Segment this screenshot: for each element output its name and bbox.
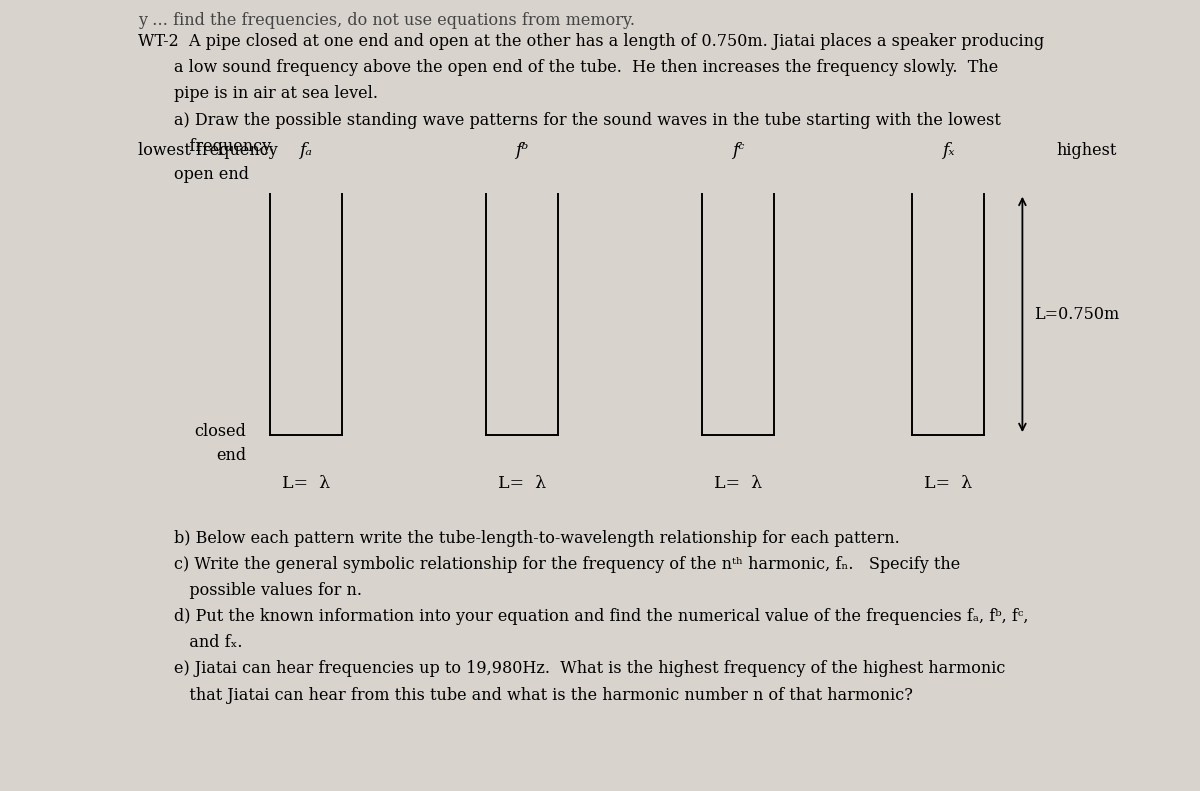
Text: fᶜ: fᶜ	[732, 142, 744, 159]
Text: pipe is in air at sea level.: pipe is in air at sea level.	[174, 85, 378, 102]
Text: a low sound frequency above the open end of the tube.  He then increases the fre: a low sound frequency above the open end…	[174, 59, 998, 76]
Text: L=0.750m: L=0.750m	[1034, 306, 1120, 323]
Text: open end: open end	[174, 166, 250, 183]
Text: a) Draw the possible standing wave patterns for the sound waves in the tube star: a) Draw the possible standing wave patte…	[174, 112, 1001, 128]
Text: b) Below each pattern write the tube-length-to-wavelength relationship for each : b) Below each pattern write the tube-len…	[174, 530, 900, 547]
Text: frequency.: frequency.	[174, 138, 274, 154]
Text: closed: closed	[194, 423, 246, 440]
Text: possible values for n.: possible values for n.	[174, 582, 362, 599]
Text: WT-2  A pipe closed at one end and open at the other has a length of 0.750m. Jia: WT-2 A pipe closed at one end and open a…	[138, 33, 1044, 50]
Text: L=  λ: L= λ	[498, 475, 546, 491]
Text: fₐ: fₐ	[300, 142, 312, 159]
Text: L=  λ: L= λ	[924, 475, 972, 491]
Text: L=  λ: L= λ	[282, 475, 330, 491]
Text: lowest frequency: lowest frequency	[138, 142, 277, 159]
Text: and fₓ.: and fₓ.	[174, 634, 242, 651]
Text: end: end	[216, 447, 246, 464]
Text: that Jiatai can hear from this tube and what is the harmonic number n of that ha: that Jiatai can hear from this tube and …	[174, 687, 913, 703]
Text: y … find the frequencies, do not use equations from memory.: y … find the frequencies, do not use equ…	[138, 12, 635, 28]
Text: highest: highest	[1056, 142, 1116, 159]
Text: fₓ: fₓ	[942, 142, 954, 159]
Text: d) Put the known information into your equation and find the numerical value of : d) Put the known information into your e…	[174, 608, 1028, 625]
Text: L=  λ: L= λ	[714, 475, 762, 491]
Text: e) Jiatai can hear frequencies up to 19,980Hz.  What is the highest frequency of: e) Jiatai can hear frequencies up to 19,…	[174, 660, 1006, 677]
Text: c) Write the general symbolic relationship for the frequency of the nᵗʰ harmonic: c) Write the general symbolic relationsh…	[174, 556, 960, 573]
Text: fᵇ: fᵇ	[515, 142, 529, 159]
